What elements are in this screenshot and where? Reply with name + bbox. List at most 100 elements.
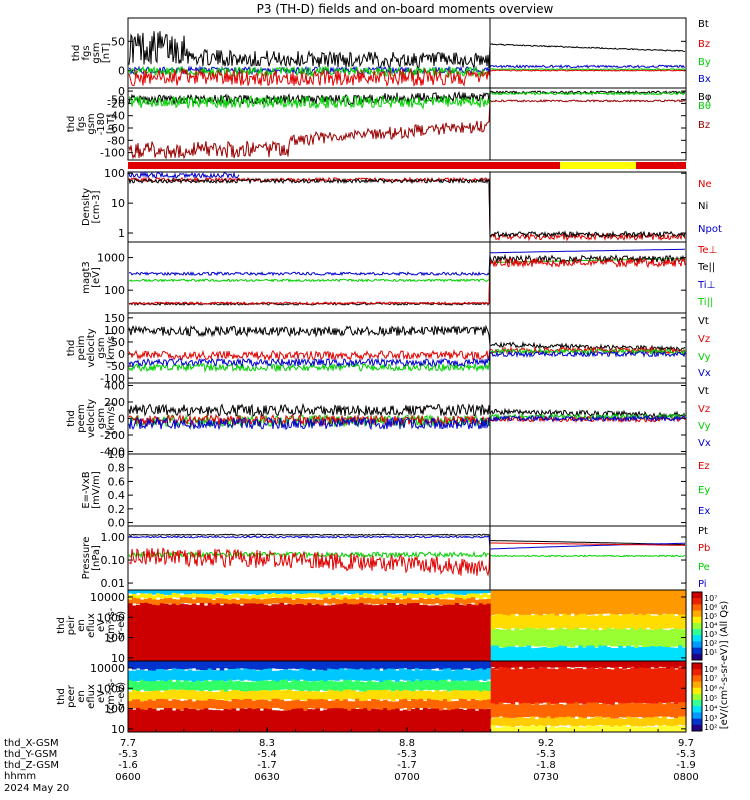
- ion-colorbar: [692, 653, 702, 661]
- spectrogram-cell: [602, 615, 607, 631]
- spectrogram-cell: [347, 668, 352, 681]
- spectrogram-cell: [418, 690, 424, 700]
- spectrogram-cell: [207, 590, 213, 595]
- spectrogram-cell: [171, 699, 177, 709]
- spectrogram-cell: [255, 699, 261, 710]
- spectrogram-cell: [251, 700, 257, 710]
- ylabel-line: (cm²-s-: [106, 678, 117, 714]
- spectrogram-cell: [259, 669, 265, 682]
- spectrogram-cell: [287, 682, 293, 693]
- electron-colorbar: [692, 681, 702, 689]
- colorbar-tick: 10²: [704, 723, 717, 732]
- spectrogram-cell: [335, 699, 340, 709]
- spectrogram-cell: [546, 661, 552, 668]
- spectrogram-cell: [598, 590, 603, 614]
- ytick-label: 1000: [97, 611, 125, 624]
- spectrogram-cell: [666, 702, 671, 717]
- legend-entry: By: [698, 57, 711, 68]
- spectrogram-cell: [582, 647, 587, 661]
- spectrogram-cell: [510, 669, 516, 705]
- spectrogram-cell: [434, 708, 440, 732]
- spectrogram-cell: [167, 604, 173, 661]
- spectrogram-cell: [243, 603, 249, 661]
- spectrogram-cell: [203, 593, 209, 599]
- ylabel-line: -180: [96, 113, 107, 136]
- spectrogram-cell: [646, 661, 651, 670]
- spectrogram-cell: [622, 647, 627, 661]
- spectrogram-cell: [506, 717, 512, 727]
- spectrogram-cell: [327, 668, 332, 680]
- spectrogram-cell: [586, 645, 591, 661]
- spectrogram-cell: [159, 698, 165, 709]
- spectrogram-cell: [375, 682, 380, 692]
- spectrogram-cell: [602, 661, 607, 669]
- spectrogram-cell: [379, 700, 384, 711]
- spectrogram-cell: [287, 661, 293, 669]
- spectrogram-cell: [502, 590, 508, 615]
- spectrogram-cell: [203, 691, 209, 701]
- spectrogram-cell: [586, 628, 591, 647]
- spectrogram-cell: [454, 669, 460, 681]
- spectrogram-cell: [582, 629, 587, 648]
- spectrogram-cell: [446, 692, 452, 702]
- spectrogram-cell: [135, 690, 141, 701]
- spectrogram-cell: [606, 704, 611, 720]
- ylabel-line: gsm: [91, 42, 102, 63]
- spectrogram-cell: [155, 681, 161, 691]
- spectrogram-cell: [542, 726, 548, 732]
- spectrogram-cell: [654, 716, 659, 726]
- legend-entry: Vy: [698, 352, 711, 363]
- series-line-pressure: [128, 550, 686, 559]
- spectrogram-cell: [414, 661, 420, 669]
- spectrogram-cell: [678, 716, 683, 725]
- spectrogram-cell: [383, 598, 388, 605]
- spectrogram-cell: [131, 590, 137, 595]
- spectrogram-cell: [407, 590, 412, 596]
- spectrogram-cell: [363, 708, 368, 732]
- spectrogram-cell: [295, 604, 300, 661]
- spectrogram-cell: [410, 698, 416, 709]
- spectrogram-cell: [410, 603, 416, 661]
- ylabel-line: thd: [66, 116, 77, 133]
- spectrogram-cell: [215, 603, 221, 661]
- spectrogram-cell: [195, 670, 201, 682]
- spectrogram-cell: [614, 628, 619, 647]
- spectrogram-cell: [311, 598, 316, 605]
- spectrogram-cell: [506, 590, 512, 616]
- spectrogram-cell: [546, 590, 552, 616]
- spectrogram-cell: [343, 699, 348, 709]
- spectrogram-cell: [682, 614, 687, 629]
- spectrogram-cell: [407, 603, 412, 661]
- spectrogram-cell: [618, 668, 623, 704]
- spectrogram-cell: [135, 661, 141, 669]
- spectrogram-cell: [610, 628, 615, 647]
- spectrogram-cell: [128, 709, 133, 732]
- spectrogram-cell: [650, 630, 655, 648]
- spectrogram-cell: [658, 661, 663, 667]
- spectrogram-cell: [327, 598, 332, 605]
- spectrogram-cell: [466, 669, 472, 682]
- spectrogram-cell: [550, 613, 556, 628]
- spectrogram-cell: [247, 595, 253, 600]
- spectrogram-cell: [566, 668, 572, 704]
- spectrogram-cell: [387, 593, 392, 598]
- spectrogram-cell: [175, 605, 181, 661]
- spectrogram-cell: [470, 593, 476, 598]
- spectrogram-cell: [215, 590, 221, 596]
- spectrogram-cell: [678, 702, 683, 717]
- spectrogram-cell: [211, 680, 217, 691]
- spectrogram-cell: [175, 661, 181, 671]
- spectrogram-cell: [566, 727, 572, 732]
- spectrogram-cell: [371, 590, 376, 594]
- xtick-label: 0730: [533, 772, 558, 783]
- spectrogram-cell: [143, 661, 149, 670]
- spectrogram-cell: [171, 682, 177, 692]
- spectrogram-cell: [399, 691, 404, 701]
- spectrogram-cell: [287, 700, 293, 711]
- spectrogram-cell: [191, 661, 197, 669]
- spectrogram-cell: [347, 595, 352, 600]
- ephemeris-value: 9.2: [538, 738, 554, 749]
- spectrogram-cell: [303, 599, 308, 605]
- spectrogram-cell: [303, 590, 308, 595]
- spectrogram-cell: [478, 594, 484, 600]
